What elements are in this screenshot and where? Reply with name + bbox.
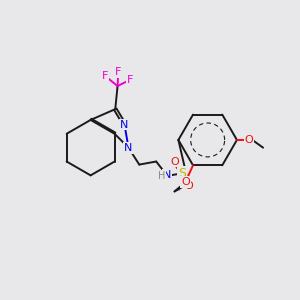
Text: N: N [163,170,171,180]
Text: O: O [181,177,190,187]
Text: O: O [245,135,254,145]
Text: O: O [170,157,179,166]
Text: H: H [158,171,165,181]
Text: S: S [178,167,186,180]
Text: F: F [102,71,108,81]
Text: O: O [184,181,193,191]
Text: methoxy: methoxy [175,190,181,191]
Text: F: F [127,75,133,85]
Text: N: N [124,143,133,153]
Text: F: F [115,67,122,77]
Text: N: N [120,119,129,130]
